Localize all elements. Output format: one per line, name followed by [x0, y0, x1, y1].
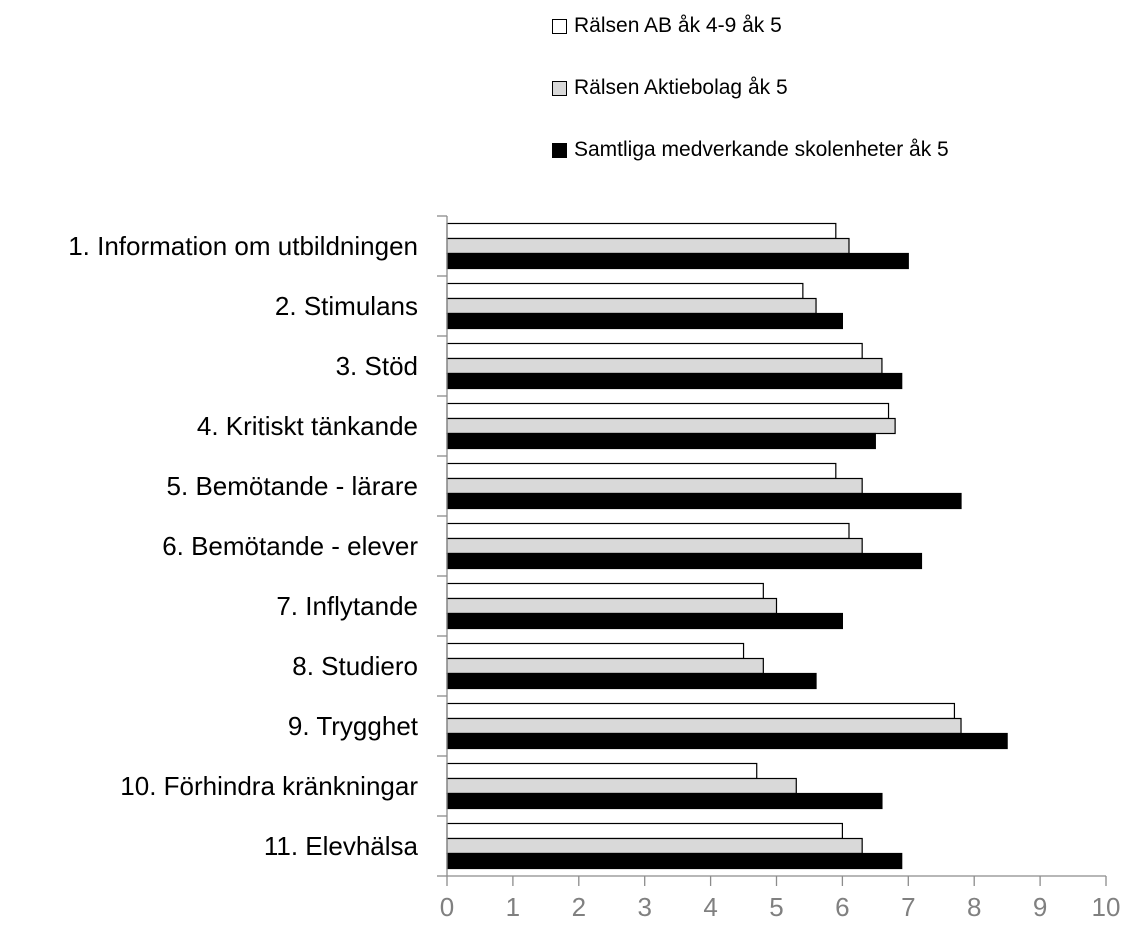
- bar-s1-c5: [446, 462, 837, 480]
- bar-s3-c11: [446, 852, 903, 870]
- x-tick-label-3: 3: [637, 892, 651, 922]
- bar-s1-c4: [446, 402, 890, 420]
- bar-s3-c4: [446, 432, 876, 450]
- x-tick-label-1: 1: [506, 892, 520, 922]
- category-label-9: 9. Trygghet: [288, 711, 419, 741]
- legend-item-3: Samtliga medverkande skolenheter åk 5: [552, 130, 949, 170]
- x-tick-label-4: 4: [703, 892, 717, 922]
- bar-s2-c3: [446, 357, 883, 375]
- bar-s1-c9: [446, 702, 956, 720]
- legend-label-3: Samtliga medverkande skolenheter åk 5: [574, 138, 949, 161]
- bar-s1-c3: [446, 342, 863, 360]
- category-label-10: 10. Förhindra kränkningar: [120, 771, 418, 801]
- bar-s3-c5: [446, 492, 962, 510]
- bar-s2-c5: [446, 477, 863, 495]
- x-tick-label-0: 0: [440, 892, 454, 922]
- x-tick-label-8: 8: [967, 892, 981, 922]
- x-tick-label-6: 6: [835, 892, 849, 922]
- category-label-2: 2. Stimulans: [275, 291, 418, 321]
- category-label-6: 6. Bemötande - elever: [162, 531, 418, 561]
- bar-s2-c2: [446, 297, 817, 315]
- bar-s1-c7: [446, 582, 764, 600]
- x-tick-label-10: 10: [1092, 892, 1121, 922]
- bar-s1-c10: [446, 762, 758, 780]
- bar-s2-c10: [446, 777, 797, 795]
- category-label-1: 1. Information om utbildningen: [68, 231, 418, 261]
- bar-s3-c2: [446, 312, 843, 330]
- bar-s2-c7: [446, 597, 778, 615]
- bar-s1-c6: [446, 522, 850, 540]
- legend-item-1: Rälsen AB åk 4-9 åk 5: [552, 6, 782, 46]
- category-label-5: 5. Bemötande - lärare: [167, 471, 418, 501]
- bar-s3-c6: [446, 552, 923, 570]
- bar-s3-c9: [446, 732, 1008, 750]
- category-label-8: 8. Studiero: [292, 651, 418, 681]
- legend-item-2: Rälsen Aktiebolag åk 5: [552, 68, 788, 108]
- category-label-4: 4. Kritiskt tänkande: [197, 411, 418, 441]
- category-label-3: 3. Stöd: [336, 351, 418, 381]
- x-tick-label-5: 5: [769, 892, 783, 922]
- bar-s1-c2: [446, 282, 804, 300]
- bar-s1-c8: [446, 642, 745, 660]
- legend-label-1: Rälsen AB åk 4-9 åk 5: [574, 14, 782, 37]
- bar-s3-c1: [446, 252, 909, 270]
- bar-s2-c9: [446, 717, 962, 735]
- legend-swatch-3: [552, 142, 567, 158]
- bar-s3-c10: [446, 792, 883, 810]
- bar-s3-c8: [446, 672, 817, 690]
- bar-s1-c11: [446, 822, 843, 840]
- bar-s1-c1: [446, 222, 837, 240]
- legend-swatch-2: [552, 80, 567, 96]
- x-tick-label-2: 2: [572, 892, 586, 922]
- bar-s3-c7: [446, 612, 843, 630]
- legend-swatch-1: [552, 18, 567, 34]
- bar-s2-c11: [446, 837, 863, 855]
- legend: Rälsen AB åk 4-9 åk 5 Rälsen Aktiebolag …: [552, 0, 1112, 170]
- x-tick-label-7: 7: [901, 892, 915, 922]
- legend-label-2: Rälsen Aktiebolag åk 5: [574, 76, 788, 99]
- bar-s2-c8: [446, 657, 764, 675]
- bar-s2-c6: [446, 537, 863, 555]
- bar-s2-c4: [446, 417, 896, 435]
- x-tick-label-9: 9: [1033, 892, 1047, 922]
- category-label-7: 7. Inflytande: [276, 591, 418, 621]
- category-label-11: 11. Elevhälsa: [264, 831, 419, 861]
- bar-s2-c1: [446, 237, 850, 255]
- bar-s3-c3: [446, 372, 903, 390]
